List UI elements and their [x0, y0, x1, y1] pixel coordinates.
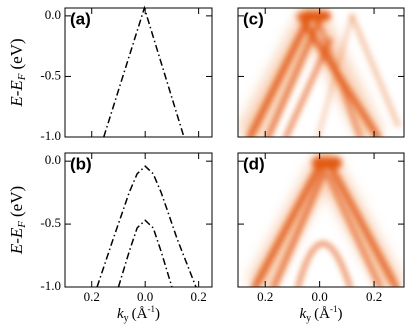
y-title-main: E-E [7, 80, 26, 108]
y-tick-label: -1.0 [40, 278, 61, 293]
plot-frame [237, 7, 405, 138]
y-tick-label: -0.5 [40, 215, 61, 230]
x-title-unit: (Å [314, 306, 330, 322]
y-title-sub: F [16, 73, 28, 81]
x-axis-title: ky (Å-1) [300, 304, 343, 324]
line-series [96, 165, 197, 288]
panel-label: (c) [243, 9, 264, 28]
plot-frame [64, 152, 213, 288]
x-title-sub: y [124, 313, 129, 324]
x-tick-label: 0.2 [191, 289, 207, 304]
x-tick-label: 0.0 [312, 289, 328, 304]
y-tick-label: 0.0 [45, 7, 61, 22]
y-axis-title: E-EF (eV) [7, 38, 28, 107]
x-title-unit: (Å [132, 306, 148, 322]
line-series [103, 5, 185, 138]
intensity-map-c [238, 8, 401, 137]
x-title-close: ) [155, 306, 160, 322]
x-tick-label: 0.2 [257, 289, 273, 304]
x-axis-title: ky (Å-1) [117, 304, 160, 324]
x-title-sup: -1 [148, 304, 156, 314]
y-tick-label: -0.5 [40, 67, 61, 82]
x-tick-label: 0.2 [84, 289, 100, 304]
y-title-unit: (eV) [7, 186, 26, 217]
y-title-sub: F [16, 221, 28, 229]
panel-label: (d) [243, 154, 265, 173]
panel-label: (a) [70, 9, 91, 28]
line-series [117, 219, 173, 288]
x-tick-label: 0.2 [366, 289, 382, 304]
x-title-sup: -1 [330, 304, 338, 314]
y-title-unit: (eV) [7, 38, 26, 69]
intensity-map-d [246, 153, 404, 287]
x-title-close: ) [338, 306, 343, 322]
x-tick-label: 0.0 [137, 289, 153, 304]
x-title-sub: y [306, 313, 311, 324]
x-title-main: k [300, 306, 307, 322]
y-title-main: E-E [7, 227, 26, 255]
panel-label: (b) [70, 154, 92, 173]
x-title-main: k [117, 306, 124, 322]
plot-frame [237, 152, 405, 288]
y-tick-label: 0.0 [45, 152, 61, 167]
plot-frame [64, 7, 213, 138]
y-tick-label: -1.0 [40, 128, 61, 143]
y-axis-title: E-EF (eV) [7, 186, 28, 255]
